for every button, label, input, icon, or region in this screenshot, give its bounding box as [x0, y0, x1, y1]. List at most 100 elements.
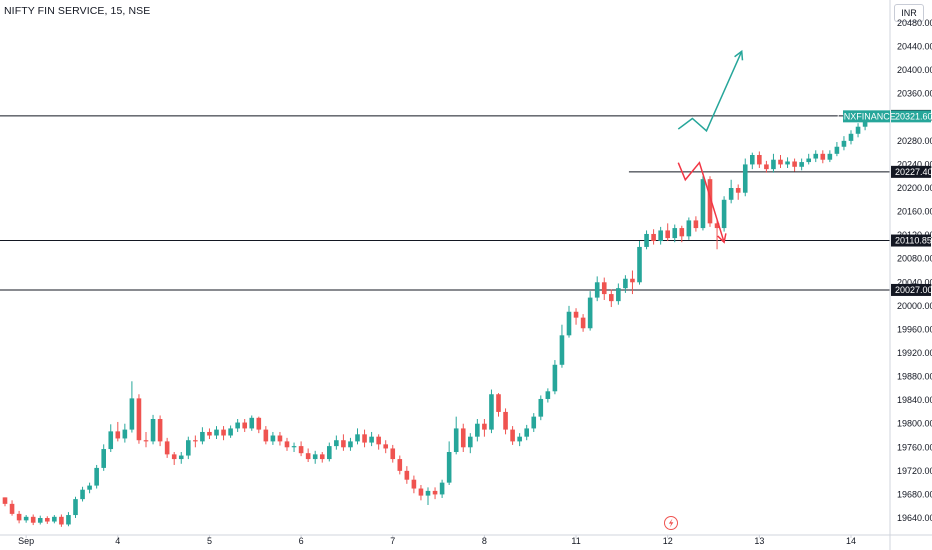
candle — [171, 452, 177, 465]
candle — [580, 314, 586, 332]
y-tick-label: 20080.00 — [897, 254, 932, 264]
bullish-projection[interactable] — [677, 50, 743, 133]
candle — [453, 416, 459, 455]
x-tick-label: 4 — [115, 536, 120, 546]
candle — [510, 426, 515, 445]
candle — [609, 289, 614, 308]
candle — [129, 381, 135, 433]
x-tick-label: 11 — [571, 536, 580, 546]
x-tick-label: 5 — [207, 536, 212, 546]
candle — [277, 431, 283, 446]
candle — [390, 444, 396, 463]
y-tick-label: 19880.00 — [897, 372, 932, 382]
candle — [446, 441, 452, 485]
y-tick-label: 19640.00 — [897, 513, 932, 523]
candle — [848, 130, 854, 145]
x-tick-label: 14 — [846, 536, 856, 546]
level-price-tag — [891, 234, 931, 247]
candle — [397, 455, 403, 475]
time-axis[interactable]: Sep 4 5 6 7 8 11 12 13 14 — [0, 534, 932, 546]
last-price-tag — [891, 110, 931, 123]
x-tick-label: 7 — [390, 536, 395, 546]
candle — [23, 515, 29, 523]
candle — [150, 414, 156, 445]
candle — [538, 395, 544, 421]
candle — [228, 425, 233, 438]
candle — [531, 413, 537, 432]
symbol-tag — [843, 110, 890, 123]
candle — [73, 496, 78, 518]
candle — [383, 440, 388, 454]
candle — [186, 436, 191, 460]
candle — [686, 217, 692, 240]
candle — [101, 444, 106, 471]
candle — [193, 435, 198, 448]
candle — [80, 486, 85, 502]
price-axis[interactable]: 19640.00 19680.00 19720.00 19760.00 19800.00… — [837, 0, 932, 550]
candle — [566, 305, 572, 338]
currency-button[interactable]: INR — [894, 4, 924, 22]
symbol-tag-text: CNXFINANCE — [837, 112, 896, 122]
candle — [369, 431, 374, 447]
candle — [468, 433, 473, 454]
candle — [552, 360, 558, 395]
candle — [319, 452, 325, 463]
candle — [764, 160, 769, 173]
candle — [573, 308, 579, 325]
candle — [679, 225, 685, 243]
candle — [559, 324, 565, 368]
candle — [263, 426, 269, 445]
candle — [644, 230, 649, 250]
candle — [460, 423, 466, 452]
level-price-text: 20110.85 — [895, 236, 932, 246]
candle — [700, 176, 706, 231]
candle — [418, 485, 424, 501]
candle — [425, 487, 431, 506]
candle — [298, 441, 304, 457]
candle — [45, 516, 50, 524]
y-tick-label: 19680.00 — [897, 489, 932, 499]
y-tick-label: 19720.00 — [897, 466, 932, 476]
y-tick-label: 20440.00 — [897, 42, 932, 52]
candle — [334, 435, 339, 450]
flash-icon[interactable] — [664, 516, 678, 530]
level-price-tag — [891, 165, 931, 178]
candle — [735, 184, 741, 200]
candle — [355, 428, 360, 445]
y-tick-label: 20480.00 — [897, 18, 932, 28]
x-tick-label: 13 — [754, 536, 764, 546]
bearish-projection[interactable] — [677, 161, 725, 243]
candle — [771, 153, 776, 173]
y-tick-label: 19840.00 — [897, 395, 932, 405]
candle — [157, 415, 163, 447]
candle — [9, 500, 15, 516]
y-tick-label: 19960.00 — [897, 324, 932, 334]
candle — [742, 158, 748, 197]
candle — [94, 464, 99, 489]
candle — [108, 424, 114, 452]
candle — [348, 437, 353, 451]
candle — [404, 466, 410, 484]
y-tick-label: 20200.00 — [897, 183, 932, 193]
candle — [503, 408, 508, 435]
candle — [587, 291, 593, 331]
candle — [489, 389, 494, 434]
projection-arrows[interactable] — [677, 49, 744, 244]
horizontal-levels[interactable] — [0, 115, 890, 291]
candle — [728, 179, 734, 204]
bearish-projection-head — [717, 233, 727, 244]
candle — [545, 388, 551, 403]
candle — [221, 426, 226, 441]
candle — [637, 241, 642, 285]
candle — [305, 448, 311, 463]
candle — [291, 442, 297, 452]
candle — [270, 431, 276, 445]
candle — [785, 157, 790, 168]
y-tick-label: 20400.00 — [897, 65, 932, 75]
candle — [482, 419, 487, 437]
candle — [693, 216, 699, 232]
candle — [143, 431, 149, 448]
candle — [672, 224, 678, 243]
candles — [2, 111, 868, 527]
